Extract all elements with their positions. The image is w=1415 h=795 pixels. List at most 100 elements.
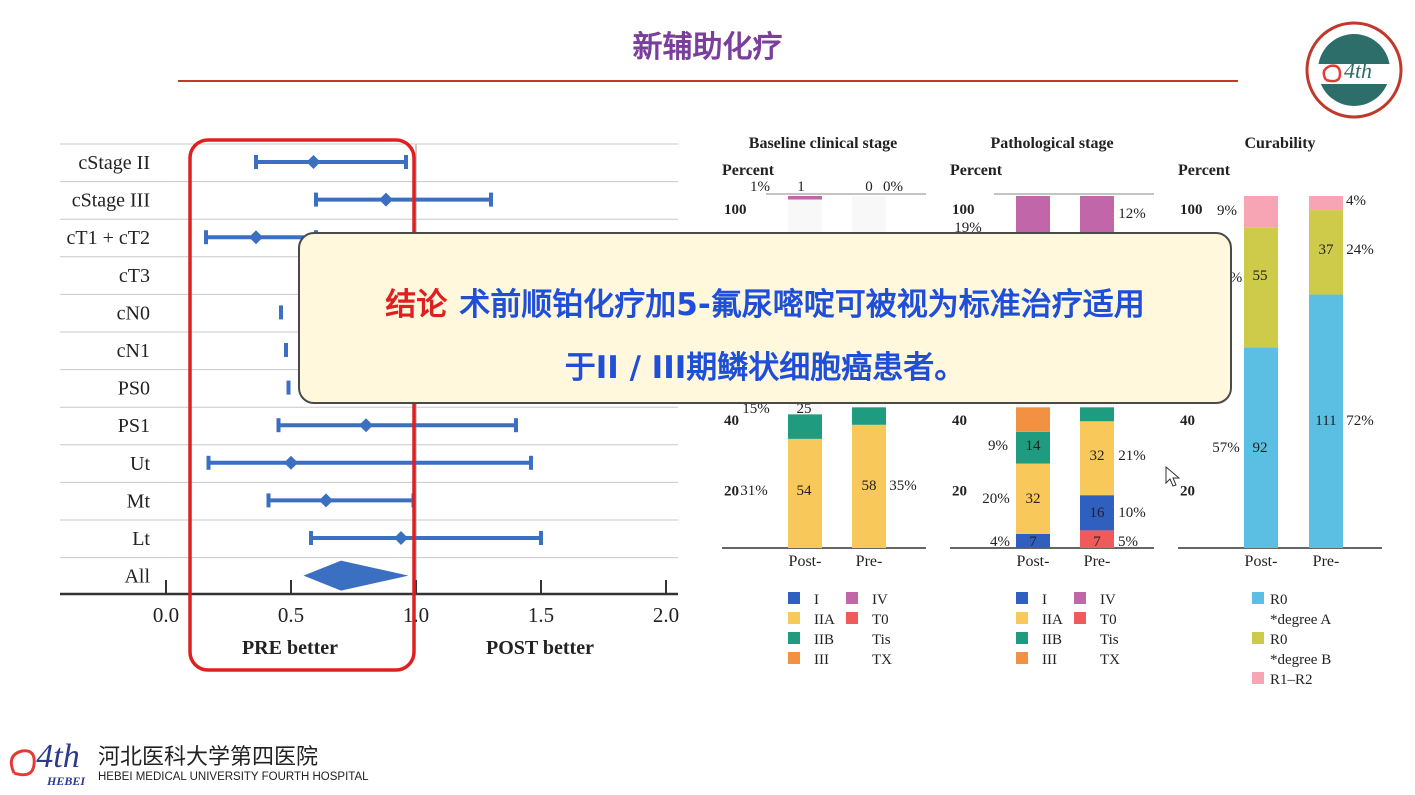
bar-value-label: 55 — [1253, 268, 1268, 284]
forest-row-label: PS0 — [118, 378, 150, 400]
forest-row-label: cN1 — [117, 340, 150, 362]
conclusion-callout: 结论 术前顺铂化疗加5-氟尿嘧啶可被视为标准治疗适用 于II / III期鳞状细胞… — [298, 232, 1232, 404]
legend-label: IV — [1100, 592, 1116, 608]
bar-value-label: 12% — [1118, 206, 1146, 222]
forest-x-tick-label: 0.5 — [278, 603, 304, 627]
bar-value-label: 54 — [797, 483, 813, 499]
stacked-bar-charts: Baseline clinical stage Percent 100 40 20 Pos… — [722, 135, 1382, 688]
bar-category-label: Pre- — [1084, 553, 1111, 570]
bar-panel-ytick: 20 — [952, 484, 967, 500]
legend-label: IIB — [814, 632, 834, 648]
legend-label: *degree A — [1270, 612, 1331, 628]
legend-swatch — [1074, 612, 1086, 624]
forest-point-estimate — [306, 155, 321, 169]
seal-hebei: HEBEI — [1348, 84, 1376, 94]
legend-label: IIB — [1042, 632, 1062, 648]
bar-category-label: Post- — [1245, 553, 1278, 570]
conclusion-lead: 结论 — [385, 287, 448, 323]
bar-panel-ylabel: Percent — [722, 162, 775, 179]
bar-segment — [1244, 227, 1278, 348]
highlight-box — [188, 138, 416, 672]
bar-value-label: 24% — [1346, 242, 1374, 258]
bar-value-label: 7 — [1029, 534, 1037, 550]
legend-label: T0 — [1100, 612, 1117, 628]
bar-value-label: 58 — [862, 478, 877, 494]
footer-mark: 4th — [36, 738, 79, 775]
forest-x-tick-label: 1.5 — [528, 603, 554, 627]
forest-point-estimate — [394, 531, 408, 545]
bar-panel-ytick: 40 — [724, 413, 739, 429]
bar-value-label: 9% — [988, 438, 1008, 454]
bar-segment — [1016, 431, 1050, 464]
legend-swatch — [1252, 632, 1264, 644]
bar-panel-ytick: 100 — [952, 202, 975, 218]
bar-value-label: 14 — [1026, 438, 1042, 454]
bar-value-label: 1 — [797, 179, 805, 195]
forest-row-label: Ut — [130, 453, 150, 475]
forest-row-label: cT3 — [119, 265, 150, 287]
forest-point-estimate — [359, 418, 373, 433]
legend-label: TX — [1100, 652, 1120, 668]
bar-category-label: Pre- — [1313, 553, 1340, 570]
bar-value-label: 31% — [740, 483, 768, 499]
bar-value-label: 4% — [990, 534, 1010, 550]
mouse-cursor-icon — [1165, 466, 1181, 487]
forest-point-estimate — [319, 493, 333, 508]
bar-value-label: 32 — [1026, 491, 1041, 507]
bar-panel-ylabel: Percent — [950, 162, 1003, 179]
forest-row-label: cStage II — [78, 152, 150, 174]
bar-value-label: % — [1230, 270, 1243, 286]
forest-row-label: Lt — [132, 528, 150, 550]
footer-mark-icon: 4th HEBEI — [9, 738, 86, 788]
slide-title: 新辅助化疗 — [632, 30, 783, 65]
footer-hospital-cn: 河北医科大学第四医院 — [98, 745, 319, 770]
bar-segment — [788, 414, 822, 439]
bar-segment — [788, 196, 822, 200]
hospital-seal-logo: 4th HEBEI — [1305, 21, 1403, 119]
bar-panel-ytick: 100 — [724, 202, 747, 218]
bar-segment — [1080, 421, 1114, 496]
bar-value-label: 16 — [1090, 505, 1106, 521]
bar-segment — [1080, 530, 1114, 548]
bar-value-label: 72% — [1346, 413, 1374, 429]
bar-panel-ytick: 20 — [724, 484, 739, 500]
forest-row-label: cStage III — [72, 190, 150, 212]
forest-x-label-left: PRE better — [242, 637, 338, 659]
bar-value-label: 7 — [1093, 534, 1101, 550]
legend-label: R0 — [1270, 632, 1288, 648]
forest-row-label: PS1 — [118, 415, 150, 437]
bar-segment — [852, 424, 886, 548]
legend-swatch — [788, 612, 800, 624]
legend-label: III — [814, 652, 829, 668]
legend-swatch — [1016, 612, 1028, 624]
bar-panel-ytick: 40 — [952, 413, 967, 429]
bar-segment — [1080, 196, 1114, 239]
bar-panel-title: Baseline clinical stage — [749, 135, 897, 152]
bar-value-label: 0% — [883, 179, 903, 195]
legend-swatch — [1016, 652, 1028, 664]
legend-swatch — [846, 612, 858, 624]
bar-panel-title: Pathological stage — [990, 135, 1113, 152]
forest-row-label: cN0 — [117, 302, 150, 324]
legend-swatch — [1074, 592, 1086, 604]
legend-label: I — [1042, 592, 1047, 608]
legend-swatch — [788, 632, 800, 644]
bar-segment — [1016, 463, 1050, 534]
legend-label: III — [1042, 652, 1057, 668]
bar-segment — [1309, 210, 1343, 295]
bar-value-label: 32 — [1090, 448, 1105, 464]
bar-segment — [1080, 407, 1114, 422]
title-divider — [178, 80, 1238, 82]
footer-hebei: HEBEI — [46, 774, 86, 788]
bar-value-label: 1% — [750, 179, 770, 195]
legend-label: TX — [872, 652, 892, 668]
conclusion-line-1: 结论 术前顺铂化疗加5-氟尿嘧啶可被视为标准治疗适用 — [300, 279, 1230, 324]
bar-value-label: 15% — [742, 401, 770, 417]
legend-label: *degree B — [1270, 652, 1331, 668]
legend-label: Tis — [1100, 632, 1119, 648]
bar-segment — [1309, 196, 1343, 211]
forest-row-label: All — [124, 566, 150, 588]
bar-value-label: 57% — [1212, 440, 1240, 456]
legend-label: R1–R2 — [1270, 672, 1313, 688]
bar-segment — [1309, 294, 1343, 548]
